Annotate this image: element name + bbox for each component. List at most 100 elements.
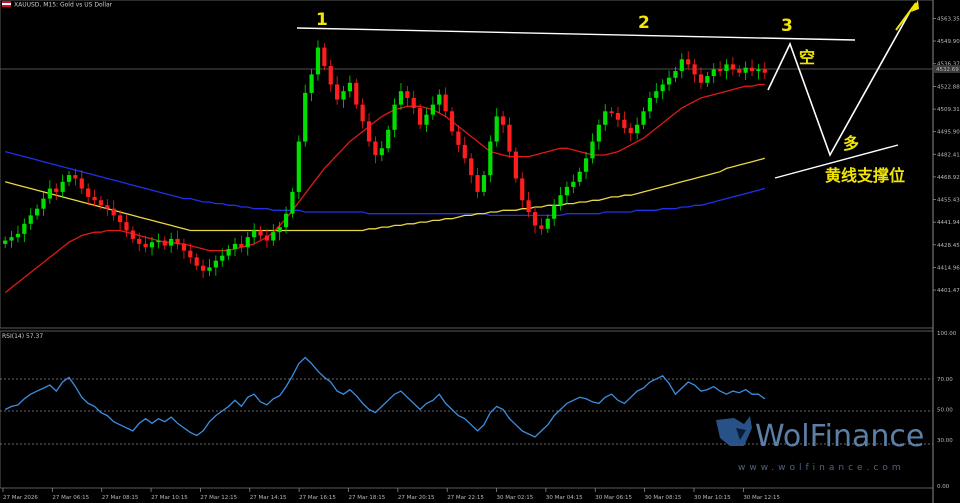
support-trendline (774, 144, 899, 179)
candle (188, 243, 193, 264)
candle-body (449, 111, 455, 132)
candle (309, 69, 314, 102)
rsi-indicator (4, 356, 766, 438)
time-tick-label: 30 Mar 04:15 (546, 495, 583, 501)
candle-body (309, 74, 314, 93)
candle-body (609, 111, 614, 114)
candle (213, 255, 218, 276)
candle (705, 71, 710, 87)
price-tick-label: 4455.43 (937, 198, 960, 204)
candle (666, 70, 672, 91)
candle (545, 214, 550, 233)
candle-body (143, 243, 148, 248)
candle (98, 196, 104, 210)
candle-body (756, 69, 761, 72)
moving-averages (4, 83, 765, 294)
candle (271, 223, 276, 246)
candle-body (207, 267, 212, 271)
candle-body (226, 248, 231, 256)
price-tick-label: 4441.94 (937, 220, 960, 226)
candle (252, 223, 257, 244)
wolfinance-logo-icon (716, 416, 752, 446)
candle-body (341, 91, 346, 100)
candle-body (105, 205, 110, 209)
candle (654, 82, 659, 104)
candle (41, 192, 46, 216)
candle (232, 237, 238, 257)
watermark-url: www.wolfinance.com (738, 463, 905, 473)
target-arrow-icon (911, 0, 919, 12)
watermark-brand: WolFinance (755, 419, 924, 454)
candle (660, 79, 665, 100)
ma-red-line (4, 83, 765, 294)
candle (328, 59, 333, 92)
candle (437, 89, 442, 113)
candle (54, 183, 59, 201)
candle (577, 167, 582, 187)
candle (532, 206, 538, 234)
candle (494, 108, 499, 147)
candle (86, 183, 91, 206)
candle-body (718, 69, 723, 72)
candle-body (169, 238, 174, 246)
candle (743, 61, 748, 80)
candle (22, 218, 27, 243)
candle-body (590, 141, 595, 159)
candle-body (513, 151, 518, 179)
candle-body (558, 195, 563, 206)
candle-body (520, 178, 525, 201)
candle (481, 170, 487, 197)
candle-body (156, 240, 161, 243)
candle-body (73, 175, 78, 179)
candle-body (373, 141, 378, 155)
candle-body (35, 208, 40, 216)
candle-body (641, 111, 646, 125)
symbol-title: XAUUSD, M15: Gold vs US Dollar (14, 2, 113, 9)
candle (143, 235, 148, 253)
candle-body (41, 198, 46, 209)
candle-body (296, 141, 301, 192)
candle (430, 96, 435, 120)
candle-body (660, 84, 665, 92)
time-tick-label: 30 Mar 10:15 (694, 495, 731, 501)
candle-body (162, 240, 167, 246)
candle (156, 233, 161, 249)
candle (443, 87, 448, 118)
candle-body (181, 243, 187, 251)
candle-body (137, 238, 142, 244)
candle (692, 59, 697, 83)
candle-body (679, 59, 684, 72)
candle-body (360, 104, 365, 122)
candle (749, 59, 755, 77)
candle-body (635, 124, 640, 134)
rsi-tick-label: 70.00 (937, 377, 953, 383)
candle-body (111, 208, 116, 216)
time-tick-label: 27 Mar 12:15 (200, 495, 237, 501)
candle-body (654, 91, 659, 98)
peak-1-label: 1 (316, 10, 328, 30)
candle-body (615, 113, 621, 120)
time-tick-label: 27 Mar 10:15 (151, 495, 188, 501)
candle (488, 135, 493, 183)
candle-body (124, 222, 129, 231)
candle-body (15, 233, 21, 238)
candle-body (552, 205, 557, 219)
candle (418, 103, 423, 129)
candle-body (571, 181, 576, 187)
candle (175, 230, 180, 250)
candle (596, 119, 601, 150)
rsi-tick-label: 0.00 (937, 484, 950, 490)
candle-body (583, 158, 589, 172)
candle-body (194, 257, 199, 266)
candle-body (3, 240, 8, 244)
candle-body (22, 223, 27, 234)
time-tick-label: 27 Mar 06:15 (52, 495, 89, 501)
candle (462, 136, 467, 164)
candle-body (462, 144, 467, 159)
candle (47, 180, 52, 204)
symbol-flag-icon (2, 1, 11, 7)
candle-body (577, 171, 582, 182)
price-panel-frame (0, 0, 934, 329)
candle-body (692, 64, 697, 75)
